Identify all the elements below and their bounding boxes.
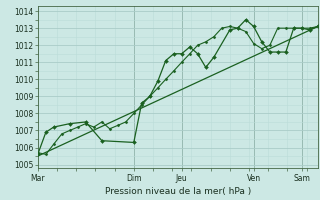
X-axis label: Pression niveau de la mer( hPa ): Pression niveau de la mer( hPa ) — [105, 187, 251, 196]
